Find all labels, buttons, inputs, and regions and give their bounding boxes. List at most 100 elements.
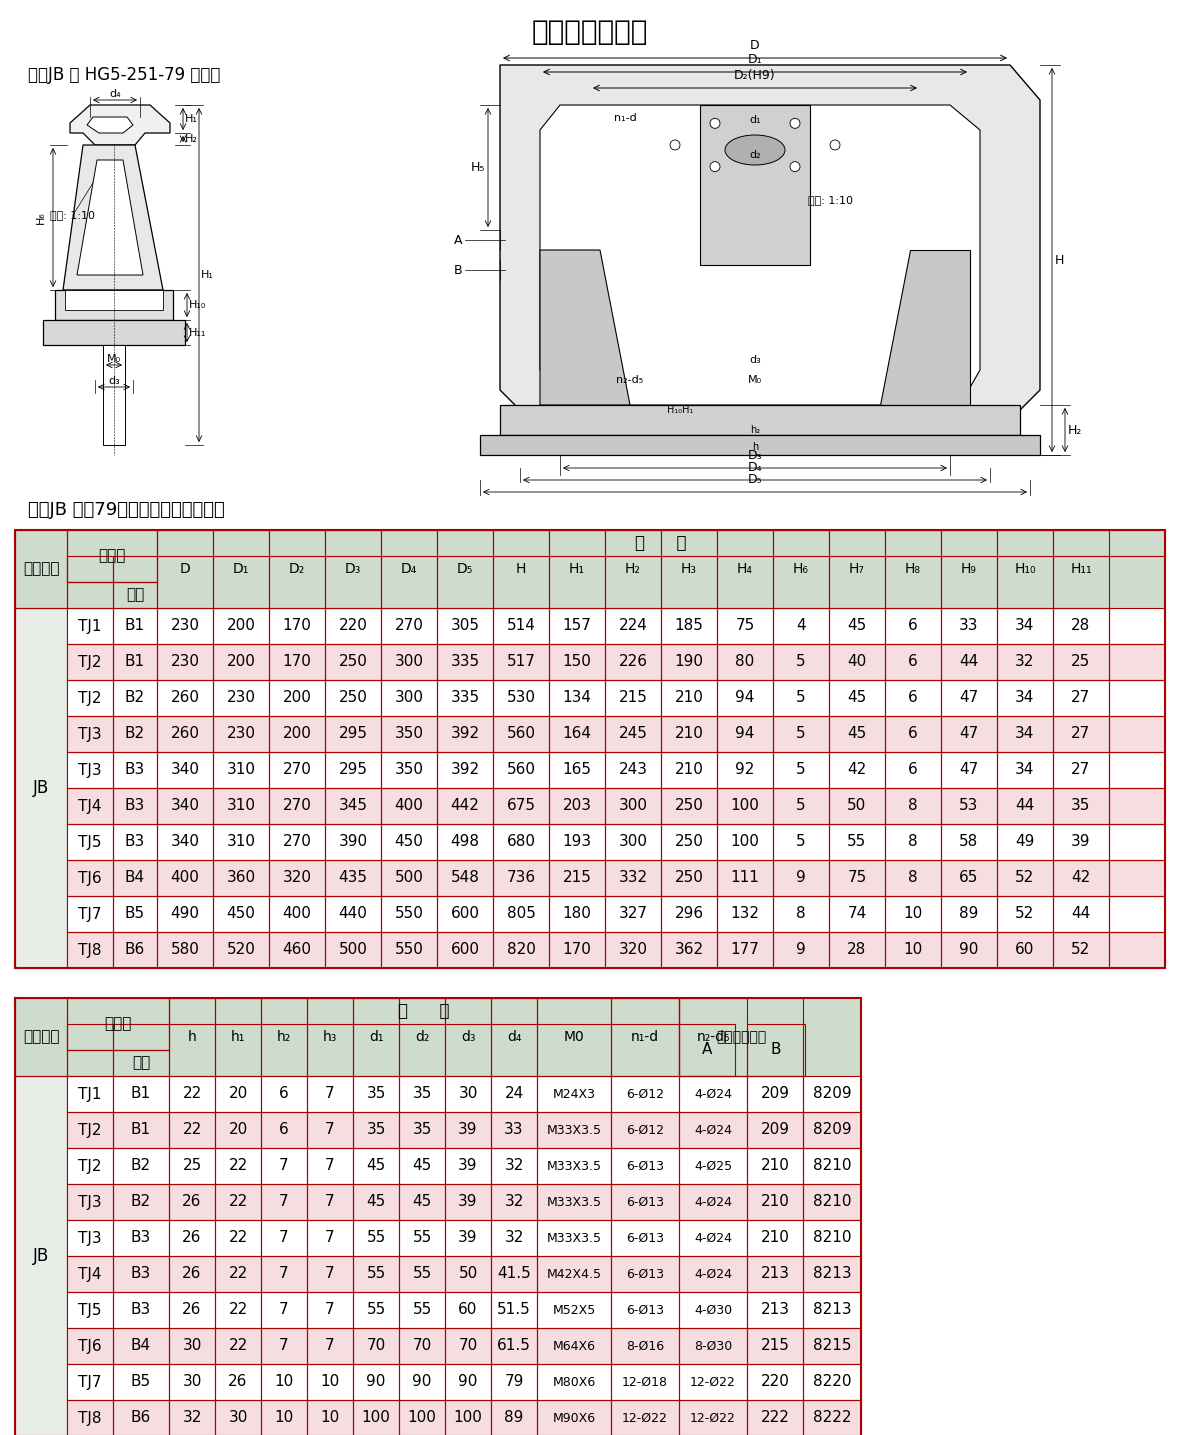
Text: 4-Ø24: 4-Ø24 [694,1231,732,1244]
Text: 4-Ø24: 4-Ø24 [694,1124,732,1137]
Bar [307,1365,353,1401]
Text: 70: 70 [367,1339,386,1353]
Text: 442: 442 [450,798,480,814]
Bar [113,608,157,644]
Bar [747,1327,803,1365]
Text: 500: 500 [395,871,423,885]
Bar [113,860,157,895]
Bar [157,824,213,860]
Bar [611,1365,679,1401]
Bar [1053,824,1109,860]
Text: 45: 45 [367,1158,386,1174]
Bar [661,752,717,788]
Bar [611,1327,679,1365]
Text: 50: 50 [459,1267,477,1281]
Bar [261,1220,307,1256]
Text: 134: 134 [562,690,592,706]
Bar [829,788,885,824]
Bar [444,1365,490,1401]
Bar [885,752,941,788]
Bar [399,1076,444,1112]
Bar [353,1401,399,1435]
Bar [717,608,773,644]
Bar [325,752,381,788]
Bar [67,997,169,1050]
Bar [307,1292,353,1327]
Polygon shape [65,290,163,310]
Text: 26: 26 [183,1267,202,1281]
Text: B2: B2 [131,1194,151,1210]
Bar [67,1365,113,1401]
Text: 7: 7 [279,1267,289,1281]
Bar [213,608,269,644]
Text: 6: 6 [908,726,918,742]
Bar [997,530,1053,608]
Text: 820: 820 [507,943,535,957]
Bar [1109,716,1165,752]
Text: 22: 22 [229,1230,248,1246]
Bar [381,716,437,752]
Text: 10: 10 [903,907,923,921]
Bar [353,1148,399,1184]
Bar [67,1148,113,1184]
Bar [941,824,997,860]
Bar [490,1220,536,1256]
Text: 一、JB 型（79标）机架主要参数尺寸: 一、JB 型（79标）机架主要参数尺寸 [28,501,225,519]
Text: 35: 35 [413,1122,432,1138]
Bar [325,931,381,969]
Bar [747,1148,803,1184]
Text: M33X3.5: M33X3.5 [547,1159,601,1172]
Bar [269,716,325,752]
Bar [661,895,717,931]
Bar [269,824,325,860]
Bar [113,716,157,752]
Bar [493,716,549,752]
Bar [490,1184,536,1220]
Bar [611,1076,679,1112]
Bar [605,824,661,860]
Text: 44: 44 [1015,798,1035,814]
Text: 300: 300 [619,835,647,850]
Bar [679,1025,735,1076]
Bar [661,644,717,680]
Bar [803,1220,861,1256]
Bar [829,608,885,644]
Bar [213,680,269,716]
Text: 8209: 8209 [812,1086,851,1102]
Bar [536,1112,611,1148]
Text: 362: 362 [674,943,704,957]
Text: 尺      寸: 尺 寸 [635,534,686,552]
Bar [1109,931,1165,969]
Text: 100: 100 [731,798,759,814]
Bar [381,716,437,752]
Bar [437,931,493,969]
Text: 132: 132 [731,907,759,921]
Text: B5: B5 [131,1375,151,1389]
Text: 180: 180 [562,907,592,921]
Text: 7: 7 [279,1194,289,1210]
Bar [261,1220,307,1256]
Bar [353,1401,399,1435]
Text: H₁₁: H₁₁ [1071,563,1092,575]
Bar [605,608,661,644]
Text: 40: 40 [848,654,867,670]
Bar [157,716,213,752]
Bar [493,680,549,716]
Text: 70: 70 [459,1339,477,1353]
Bar [215,1256,261,1292]
Bar [549,895,605,931]
Bar [490,1292,536,1327]
Bar [885,824,941,860]
Text: 550: 550 [395,943,423,957]
Text: 一、JB 型 HG5-251-79 标机架: 一、JB 型 HG5-251-79 标机架 [28,66,220,85]
Bar [717,680,773,716]
Bar [437,895,493,931]
Text: 8-Ø16: 8-Ø16 [626,1339,664,1353]
Text: 300: 300 [395,654,423,670]
Bar [444,1256,490,1292]
Text: 55: 55 [367,1267,386,1281]
Bar [773,824,829,860]
Text: d₃: d₃ [749,354,760,364]
Bar [885,716,941,752]
Text: 210: 210 [760,1194,790,1210]
